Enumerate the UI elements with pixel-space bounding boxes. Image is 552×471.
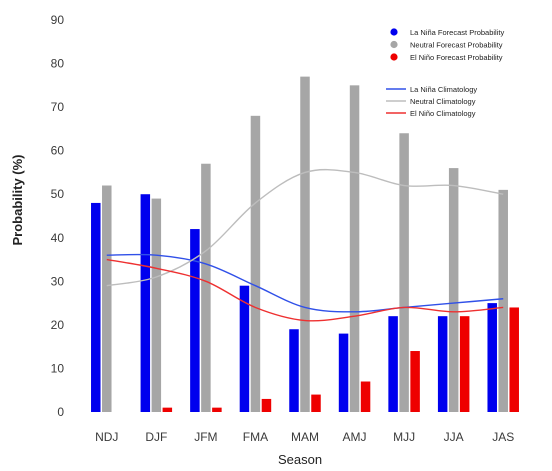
y-tick-label: 10 <box>51 361 65 375</box>
legend-marker <box>390 40 398 49</box>
y-tick-label: 60 <box>51 144 65 158</box>
bar <box>388 316 398 412</box>
x-tick-label: MJJ <box>393 430 415 444</box>
bar <box>201 163 211 412</box>
legend-label: La Niña Forecast Probability <box>410 28 504 37</box>
legend: La Niña Forecast Probability Neutral Fore… <box>386 28 504 118</box>
climatology-line <box>106 253 504 313</box>
bar <box>289 329 299 412</box>
x-tick-label: NDJ <box>95 430 118 444</box>
climatology-lines <box>106 168 504 322</box>
legend-label: Neutral Climatology <box>410 97 476 106</box>
bar <box>498 189 508 412</box>
x-tick-label: AMJ <box>343 430 367 444</box>
bar <box>190 229 200 412</box>
y-tick-label: 70 <box>51 100 65 114</box>
climatology-line <box>106 258 504 322</box>
bar <box>360 381 371 412</box>
legend-label: La Niña Climatology <box>410 85 477 94</box>
bar <box>459 316 470 412</box>
bar <box>140 194 151 412</box>
bar <box>509 307 519 412</box>
bar <box>151 198 162 412</box>
x-tick-label: DJF <box>145 430 167 444</box>
x-tick-label: FMA <box>243 430 268 444</box>
bar <box>91 202 101 412</box>
bar <box>410 351 420 412</box>
bar <box>448 168 459 412</box>
y-tick-label: 40 <box>51 231 65 245</box>
y-tick-label: 20 <box>51 318 65 332</box>
x-tick-label: JJA <box>444 430 464 444</box>
legend-label: El Niño Climatology <box>410 109 476 118</box>
bar <box>338 333 349 412</box>
legend-marker <box>390 53 398 61</box>
legend-label: El Niño Forecast Probability <box>410 53 503 62</box>
y-tick-label: 0 <box>57 405 64 419</box>
bar <box>349 85 360 412</box>
bar <box>300 76 310 412</box>
x-axis-ticks: NDJ DJF JFM FMA MAM AMJ MJJ JJA JAS <box>95 430 514 444</box>
x-tick-label: JAS <box>492 430 514 444</box>
bar-series <box>91 76 519 413</box>
climatology-line <box>106 168 504 287</box>
bar <box>102 185 112 412</box>
x-tick-label: MAM <box>291 430 319 444</box>
bar <box>162 407 173 412</box>
y-tick-label: 80 <box>51 57 65 71</box>
bar <box>239 285 250 412</box>
bar <box>212 407 222 412</box>
x-axis-label: Season <box>278 452 322 467</box>
y-axis-ticks: 0 10 20 30 40 50 60 70 80 90 <box>51 13 65 419</box>
bar <box>437 316 448 412</box>
y-tick-label: 50 <box>51 187 65 201</box>
bar <box>250 115 261 413</box>
x-tick-label: JFM <box>194 430 217 444</box>
legend-marker <box>390 28 398 36</box>
y-tick-label: 90 <box>51 13 65 27</box>
bar <box>261 398 272 412</box>
legend-label: Neutral Forecast Probability <box>410 40 503 49</box>
y-tick-label: 30 <box>51 274 65 288</box>
bar <box>311 394 321 412</box>
bar <box>487 303 497 412</box>
bar <box>399 133 409 412</box>
y-axis-label: Probability (%) <box>10 154 25 245</box>
